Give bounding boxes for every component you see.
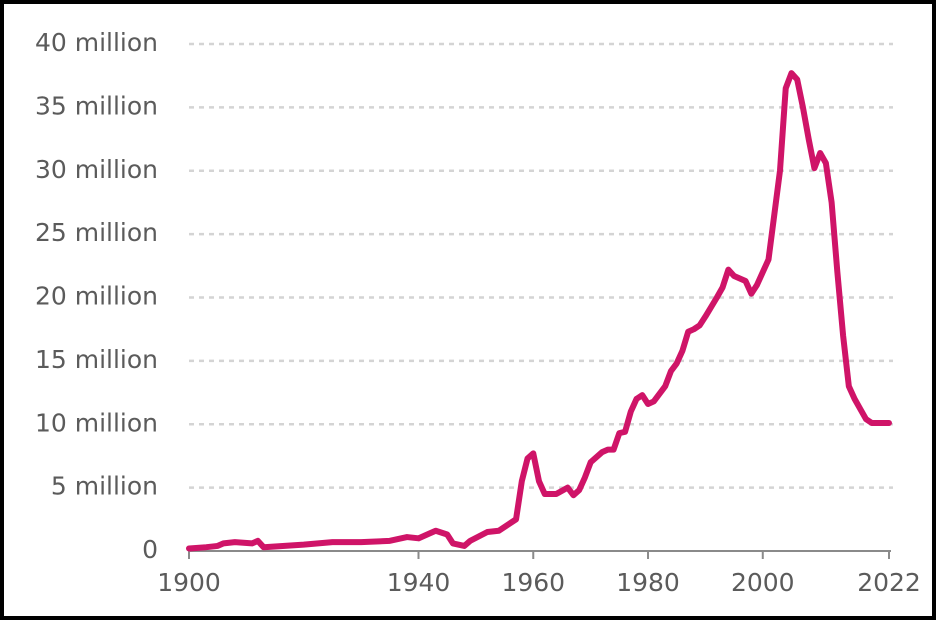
- y-tick-label: 15 million: [35, 345, 158, 374]
- data-line: [186, 70, 892, 552]
- y-tick-label: 25 million: [35, 218, 158, 247]
- x-tick-label: 1940: [387, 568, 451, 597]
- y-tick-label: 10 million: [35, 408, 158, 437]
- x-tick-label: 1900: [157, 568, 221, 597]
- y-tick-label: 0: [142, 535, 158, 564]
- y-tick-label: 5 million: [51, 472, 158, 501]
- x-tick-label: 1960: [501, 568, 565, 597]
- y-tick-label: 40 million: [35, 28, 158, 57]
- x-tick-label: 2000: [731, 568, 795, 597]
- x-tick-label: 2022: [857, 568, 921, 597]
- y-tick-label: 30 million: [35, 155, 158, 184]
- x-tick-label: 1980: [616, 568, 680, 597]
- y-tick-label: 20 million: [35, 282, 158, 311]
- y-tick-label: 35 million: [35, 91, 158, 120]
